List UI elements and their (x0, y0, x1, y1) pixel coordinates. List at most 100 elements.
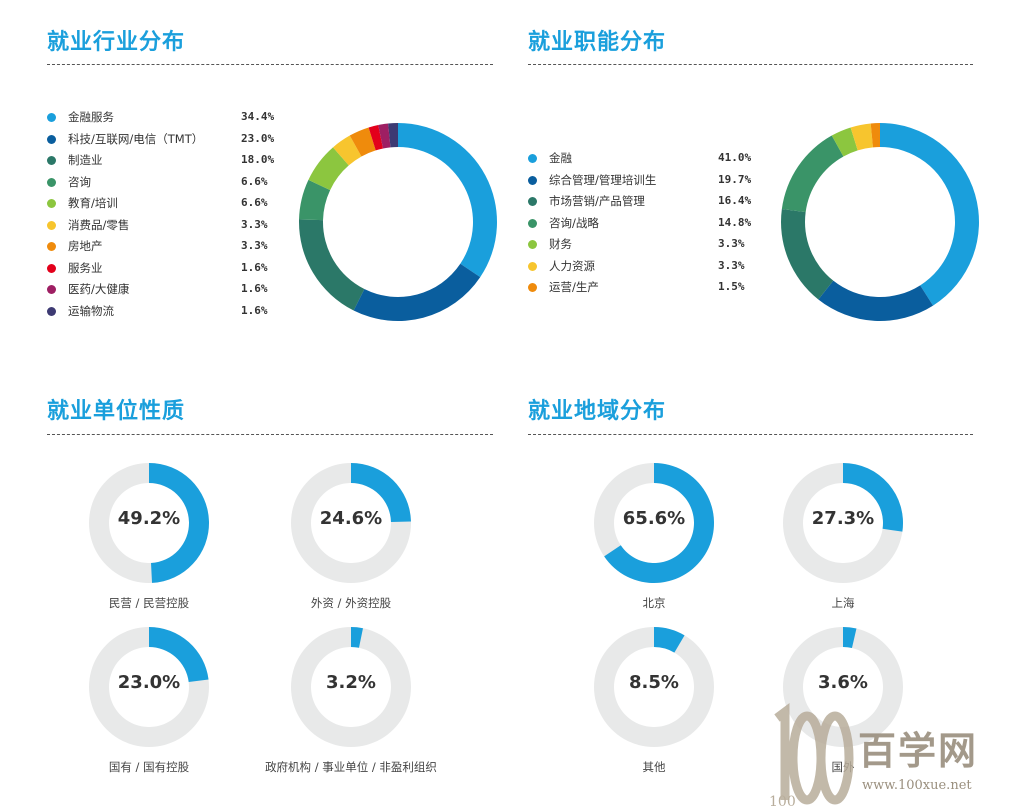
unit-gauge-ring (89, 627, 209, 747)
legend-value: 18.0% (241, 153, 275, 166)
function-slice (818, 280, 934, 321)
legend-color-swatch (47, 263, 56, 273)
gauge-caption: 其他 (642, 760, 666, 774)
region-divider (528, 434, 973, 435)
industry-slice (299, 179, 331, 221)
legend-color-swatch (528, 197, 537, 206)
legend-color-swatch (47, 220, 56, 230)
gauge-fill (604, 463, 714, 583)
industry-slice (398, 123, 497, 278)
industry-slice (388, 123, 398, 148)
legend-value: 34.4% (241, 110, 275, 123)
legend-label: 金融服务 (68, 110, 114, 124)
legend-value: 3.3% (241, 239, 268, 252)
watermark-url: www.100xue.net (862, 778, 972, 793)
function-slice (831, 127, 858, 157)
unit-divider (47, 434, 493, 435)
legend-color-swatch (528, 283, 537, 292)
function-slice (781, 208, 834, 300)
region-gauge: 27.3% 上海 (753, 463, 933, 623)
legend-color-swatch (47, 306, 56, 316)
legend-color-swatch (47, 177, 56, 187)
function-slice (870, 123, 880, 148)
legend-value: 3.3% (718, 258, 745, 272)
legend-color-swatch (528, 240, 537, 249)
legend-label: 财务 (549, 237, 572, 251)
watermark-word: 百学网 (858, 728, 979, 773)
function-slice (781, 135, 844, 213)
gauge-percentage: 27.3% (811, 508, 875, 529)
legend-color-swatch (47, 285, 56, 294)
gauge-fill (654, 627, 685, 653)
legend-color-swatch (528, 154, 537, 163)
legend-color-swatch (528, 261, 537, 271)
gauge-caption: 北京 (642, 596, 666, 610)
watermark-logo: 100 (769, 703, 854, 810)
unit-gauge: 49.2% 民营 / 民营控股 (59, 463, 239, 623)
gauge-percentage: 24.6% (319, 508, 383, 529)
gauge-percentage: 65.6% (622, 508, 686, 529)
function-divider (528, 64, 973, 65)
legend-label: 房地产 (68, 239, 103, 253)
region-gauge-ring (783, 463, 903, 583)
function-slice (850, 123, 873, 151)
unit-gauge-ring (291, 627, 411, 747)
legend-color-swatch (528, 175, 537, 185)
region-gauge-ring (594, 463, 714, 583)
legend-label: 制造业 (68, 153, 103, 167)
legend-label: 人力资源 (549, 258, 595, 273)
gauge-percentage: 8.5% (629, 672, 679, 693)
legend-value: 1.6% (241, 303, 268, 317)
legend-value: 23.0% (241, 131, 275, 145)
industry-slice (299, 219, 365, 311)
function-section-title: 就业职能分布 (528, 30, 667, 55)
gauge-percentage: 3.6% (818, 672, 868, 693)
legend-label: 教育/培训 (68, 196, 118, 210)
industry-slice (308, 147, 349, 191)
region-gauge-ring (594, 627, 714, 747)
watermark-logo-text: 100 (769, 794, 796, 810)
legend-label: 运输物流 (68, 303, 114, 318)
gauge-caption: 政府机构 / 事业单位 / 非盈利组织 (265, 760, 437, 774)
industry-donut-chart (299, 123, 497, 321)
unit-gauge: 23.0% 国有 / 国有控股 (59, 627, 239, 787)
gauge-percentage: 23.0% (117, 672, 181, 693)
industry-slice (368, 124, 384, 151)
industry-divider (47, 64, 493, 65)
legend-label: 咨询 (68, 174, 91, 189)
function-slice (880, 123, 979, 306)
gauge-percentage: 3.2% (326, 672, 376, 693)
gauge-fill (843, 627, 857, 649)
legend-color-swatch (47, 199, 56, 208)
legend-value: 1.6% (241, 282, 268, 295)
legend-label: 运营/生产 (549, 280, 599, 294)
gauge-track (291, 627, 411, 747)
unit-gauge: 3.2% 政府机构 / 事业单位 / 非盈利组织 (261, 627, 441, 787)
legend-color-swatch (47, 113, 56, 122)
legend-label: 医药/大健康 (68, 282, 130, 296)
gauge-percentage: 49.2% (117, 508, 181, 529)
gauge-track (594, 627, 714, 747)
function-donut-chart (781, 123, 979, 321)
unit-gauge: 24.6% 外资 / 外资控股 (261, 463, 441, 623)
legend-value: 3.3% (718, 237, 745, 250)
unit-gauge-ring (291, 463, 411, 583)
gauge-fill (149, 627, 209, 682)
industry-slice (353, 263, 481, 321)
legend-value: 14.8% (718, 215, 752, 229)
gauge-fill (843, 463, 903, 532)
unit-section-title: 就业单位性质 (47, 399, 186, 424)
gauge-fill (149, 463, 209, 583)
legend-value: 6.6% (241, 174, 268, 188)
legend-value: 19.7% (718, 172, 752, 186)
gauge-caption: 国有 / 国有控股 (108, 760, 190, 774)
gauge-fill (351, 627, 363, 648)
legend-color-swatch (47, 134, 56, 144)
gauge-caption: 上海 (831, 596, 855, 610)
gauge-caption: 外资 / 外资控股 (310, 596, 392, 610)
legend-value: 1.5% (718, 280, 745, 293)
legend-value: 3.3% (241, 217, 268, 231)
legend-label: 咨询/战略 (549, 215, 599, 230)
legend-value: 1.6% (241, 260, 268, 274)
legend-label: 综合管理/管理培训生 (549, 172, 657, 187)
